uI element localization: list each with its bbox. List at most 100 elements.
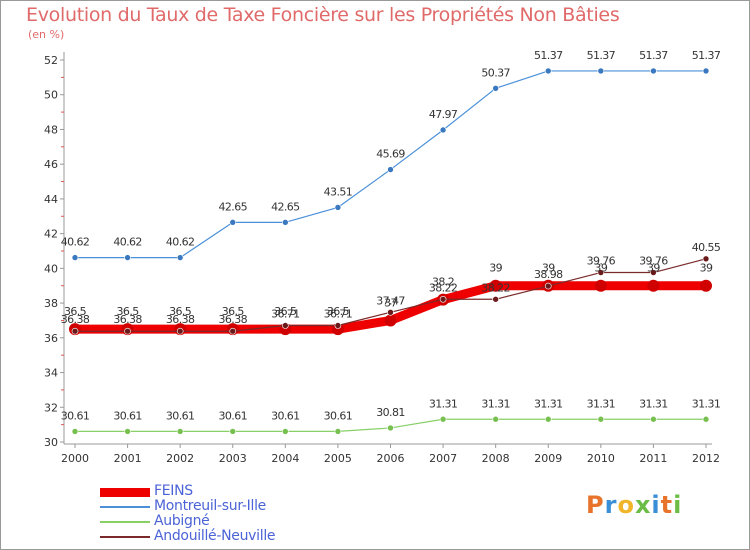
y-axis-ticks: 30 32 34 36 38 40 42 44 46 48 50 52: [44, 54, 64, 449]
data-point: [334, 428, 342, 435]
data-point: [124, 327, 131, 335]
legend-swatch: [100, 521, 150, 523]
data-label: 45.69: [376, 148, 405, 161]
data-label: 38.2: [432, 276, 454, 289]
x-tick-label: 2004: [271, 452, 299, 465]
data-point: [702, 67, 710, 75]
data-point: [439, 295, 447, 303]
data-point: [229, 219, 237, 226]
data-label: 38.22: [481, 281, 510, 294]
logo-letter: P: [586, 491, 605, 519]
y-tick-label: 42: [44, 228, 58, 241]
y-tick-label: 36: [44, 332, 58, 345]
y-tick-label: 52: [44, 54, 58, 67]
x-tick-label: 2008: [482, 452, 510, 465]
data-label: 36.38: [113, 313, 142, 326]
y-tick-label: 44: [44, 193, 58, 206]
x-tick-label: 2003: [219, 452, 247, 465]
data-label: 39: [594, 262, 607, 275]
series-lines: [69, 67, 712, 435]
data-point: [282, 322, 289, 329]
data-label: 39: [542, 262, 555, 275]
data-point: [387, 424, 394, 432]
data-point: [334, 204, 342, 211]
data-point: [71, 254, 79, 261]
legend-swatch: [100, 536, 150, 538]
data-label: 37.47: [376, 294, 405, 307]
y-tick-label: 30: [44, 436, 58, 449]
data-label: 37: [384, 296, 397, 309]
x-tick-label: 2000: [61, 452, 89, 465]
data-point: [384, 314, 397, 327]
data-label: 31.31: [587, 397, 616, 410]
data-point: [176, 428, 184, 435]
data-label: 30.61: [324, 409, 353, 422]
data-label: 51.37: [534, 49, 563, 62]
y-tick-label: 48: [44, 123, 58, 136]
data-point: [229, 327, 237, 335]
data-label: 42.65: [219, 200, 248, 213]
data-label: 36.38: [219, 313, 248, 326]
data-label: 39: [489, 262, 502, 275]
data-point: [702, 255, 710, 263]
y-axis-unit-label: (en %): [28, 28, 65, 41]
data-label: 36.71: [271, 307, 300, 320]
data-point: [489, 279, 502, 292]
data-label: 31.31: [534, 397, 563, 410]
data-point: [334, 322, 342, 329]
data-label: 38.22: [429, 281, 458, 294]
data-point: [597, 67, 605, 75]
data-point: [439, 415, 447, 423]
data-label: 31.31: [429, 397, 458, 410]
data-label: 43.51: [324, 185, 353, 198]
data-label: 36.5: [222, 305, 245, 318]
data-label: 50.37: [481, 66, 510, 79]
data-label: 51.37: [692, 49, 721, 62]
data-point: [387, 308, 394, 316]
data-point: [544, 282, 552, 290]
chart-title: Evolution du Taux de Taxe Foncière sur l…: [26, 4, 620, 26]
data-point: [176, 254, 184, 261]
data-label: 36.5: [169, 305, 192, 318]
data-label: 39.76: [587, 255, 616, 268]
logo-letter: i: [673, 491, 683, 519]
legend-item: FEINS: [100, 483, 360, 499]
data-label: 38.98: [534, 268, 563, 281]
data-label: 39: [700, 262, 713, 275]
data-label: 30.81: [376, 406, 405, 419]
data-point: [492, 85, 499, 92]
legend-item: Montreuil-sur-Ille: [100, 498, 360, 514]
data-point: [544, 67, 552, 75]
logo-letter: r: [604, 491, 618, 519]
data-label: 42.65: [271, 200, 300, 213]
data-label: 31.31: [692, 397, 721, 410]
data-label: 51.37: [639, 49, 668, 62]
data-point: [650, 269, 657, 276]
y-tick-label: 34: [44, 367, 58, 380]
data-point: [650, 67, 657, 75]
x-tick-label: 2010: [587, 452, 615, 465]
legend-item: Aubigné: [100, 513, 360, 529]
logo-letter: x: [634, 491, 652, 519]
logo-letter: i: [651, 491, 661, 519]
legend-item: Andouillé-Neuville: [100, 528, 360, 544]
data-label: 51.37: [587, 49, 616, 62]
axes: [63, 52, 712, 445]
x-tick-label: 2002: [166, 452, 194, 465]
data-point: [71, 428, 79, 435]
data-label: 31.31: [481, 397, 510, 410]
data-label: 30.61: [219, 409, 248, 422]
x-tick-label: 2011: [639, 452, 667, 465]
data-point: [124, 428, 131, 435]
x-tick-label: 2007: [429, 452, 457, 465]
data-label: 31.31: [639, 397, 668, 410]
x-tick-label: 2009: [534, 452, 562, 465]
data-point: [387, 166, 394, 173]
logo-letter: o: [617, 491, 635, 519]
data-point: [700, 279, 712, 292]
x-tick-label: 2001: [114, 452, 142, 465]
y-tick-label: 32: [44, 401, 58, 414]
data-label: 30.61: [166, 409, 195, 422]
series-line-1: [74, 70, 707, 259]
